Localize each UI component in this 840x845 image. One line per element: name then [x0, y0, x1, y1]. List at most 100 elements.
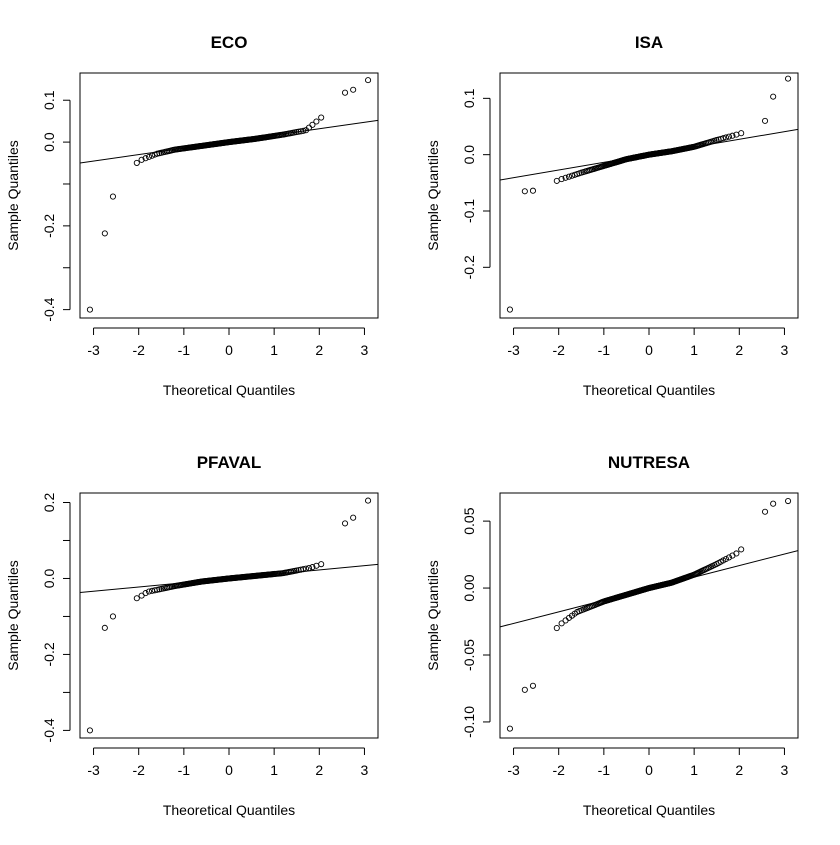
qq-point — [733, 550, 740, 557]
y-axis-label: Sample Quantiles — [425, 140, 441, 251]
qq-point — [565, 173, 573, 180]
qq-point — [318, 561, 325, 568]
y-tick-label: 0.00 — [461, 574, 477, 601]
x-tick-label: 2 — [315, 342, 323, 358]
qq-point — [293, 129, 300, 136]
x-tick-label: -3 — [87, 762, 100, 778]
qq-point — [529, 187, 537, 194]
plot-area — [500, 497, 798, 732]
qq-point — [558, 176, 565, 183]
qq-point — [568, 172, 576, 179]
y-tick-label: 0.0 — [41, 132, 57, 152]
plot-title: NUTRESA — [608, 453, 690, 472]
qq-point — [562, 174, 569, 181]
y-axis-label: Sample Quantiles — [425, 560, 441, 671]
x-axis-label: Theoretical Quantiles — [583, 802, 715, 818]
qq-point — [365, 497, 372, 504]
qq-point — [154, 150, 161, 157]
x-tick-label: 2 — [315, 762, 323, 778]
qq-point — [350, 514, 357, 521]
x-tick-label: 0 — [645, 762, 653, 778]
x-tick-label: 0 — [225, 342, 233, 358]
qq-point — [785, 75, 792, 82]
qq-point — [305, 565, 313, 572]
qq-point — [109, 613, 117, 620]
x-tick-label: 2 — [735, 342, 743, 358]
qq-point — [300, 127, 307, 134]
qq-point — [101, 230, 108, 237]
x-tick-label: 3 — [361, 762, 369, 778]
qq-point — [133, 159, 140, 166]
qq-point — [529, 682, 537, 689]
y-tick-label: -0.05 — [461, 639, 477, 671]
y-tick-label: -0.2 — [461, 255, 477, 279]
qq-point — [722, 134, 730, 141]
y-tick-label: 0.05 — [461, 507, 477, 534]
qq-point — [302, 565, 310, 572]
qq-point — [309, 121, 316, 128]
x-tick-label: 0 — [645, 342, 653, 358]
plot-area — [500, 75, 798, 313]
y-tick-label: 0.0 — [41, 569, 57, 589]
qq-point — [521, 188, 528, 195]
plot-title: ECO — [211, 33, 248, 52]
x-tick-label: 3 — [781, 342, 789, 358]
y-tick-label: 0.2 — [41, 493, 57, 513]
x-tick-label: -3 — [507, 762, 520, 778]
qq-point — [86, 306, 93, 313]
qq-point — [313, 118, 320, 125]
x-tick-label: 3 — [361, 342, 369, 358]
qq-point — [341, 520, 349, 527]
qq-point — [738, 130, 745, 137]
qq-point — [785, 497, 792, 505]
x-axis-label: Theoretical Quantiles — [163, 802, 295, 818]
qq-point — [720, 135, 727, 142]
y-tick-label: -0.2 — [41, 642, 57, 666]
qq-point — [138, 156, 145, 163]
x-tick-label: -2 — [552, 342, 565, 358]
qq-point — [738, 546, 745, 553]
x-axis: -3 -2 -1 0 1 2 3 — [87, 327, 369, 358]
y-tick-label: -0.4 — [41, 718, 57, 742]
x-tick-label: 1 — [690, 762, 698, 778]
x-tick-label: 2 — [735, 762, 743, 778]
qq-point — [142, 590, 149, 597]
qq-point — [553, 625, 560, 632]
qq-point — [558, 620, 565, 627]
qq-point — [761, 117, 769, 124]
plot-title: PFAVAL — [197, 453, 262, 472]
y-axis: -0.4 -0.2 0.0 0.1 — [41, 90, 71, 322]
qq-point — [154, 586, 161, 593]
y-tick-label: 0.0 — [461, 145, 477, 165]
qq-point — [145, 588, 153, 595]
qq-point — [521, 686, 528, 693]
y-axis: -0.4 -0.2 0.0 0.2 — [41, 493, 71, 742]
qq-point — [309, 564, 316, 571]
x-tick-label: 1 — [270, 342, 278, 358]
qq-point — [365, 77, 372, 84]
plot-area — [80, 497, 378, 734]
plot-area — [80, 77, 378, 313]
plot-frame — [499, 492, 799, 739]
x-tick-label: -2 — [132, 762, 145, 778]
qq-point — [145, 153, 153, 160]
x-axis: -3 -2 -1 0 1 2 3 — [507, 747, 789, 778]
x-tick-label: 1 — [690, 342, 698, 358]
y-tick-label: 0.1 — [41, 90, 57, 110]
x-tick-label: -3 — [507, 342, 520, 358]
x-axis-label: Theoretical Quantiles — [163, 382, 295, 398]
x-tick-label: -1 — [178, 762, 191, 778]
x-tick-label: 1 — [270, 762, 278, 778]
qq-point — [770, 93, 777, 100]
y-axis-label: Sample Quantiles — [5, 140, 21, 251]
qq-point — [722, 555, 730, 563]
qq-point — [506, 725, 513, 732]
qq-point — [506, 306, 513, 313]
plot-frame — [79, 72, 379, 319]
x-tick-label: -2 — [132, 342, 145, 358]
qq-point — [341, 89, 349, 96]
y-axis: -0.10 -0.05 0.00 0.05 — [461, 507, 491, 738]
qq-point — [725, 554, 733, 561]
